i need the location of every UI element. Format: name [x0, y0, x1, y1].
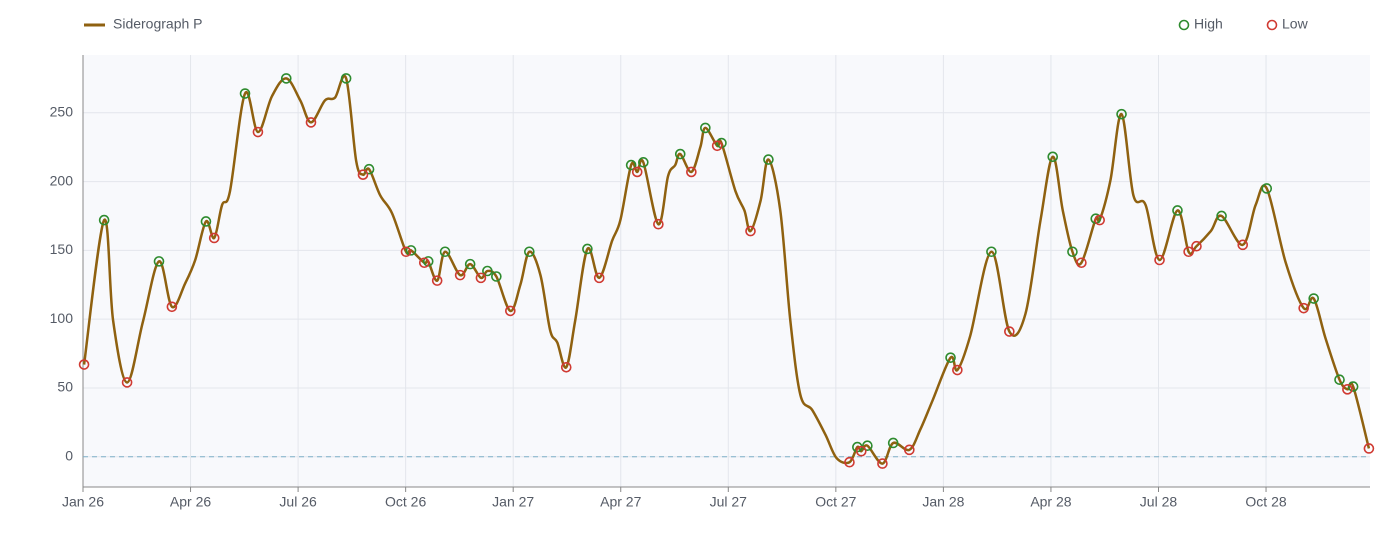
- point-marker: [855, 445, 867, 457]
- point-marker: [1216, 210, 1227, 222]
- legend-swatch: [1178, 19, 1190, 31]
- point-marker: [400, 246, 412, 258]
- point-marker: [1334, 374, 1345, 385]
- point-marker: [1308, 293, 1320, 304]
- point-marker: [280, 73, 292, 84]
- point-marker: [405, 245, 417, 256]
- point-marker: [363, 163, 375, 175]
- point-marker: [952, 364, 963, 376]
- point-marker: [1067, 246, 1078, 258]
- x-tick-label: Jul 26: [279, 494, 317, 510]
- y-tick-label: 100: [50, 310, 74, 326]
- y-tick-label: 250: [50, 103, 74, 119]
- x-tick-label: Jan 27: [492, 494, 534, 510]
- x-tick-label: Jul 28: [1140, 494, 1178, 510]
- point-marker: [153, 256, 165, 267]
- point-marker: [631, 166, 643, 178]
- point-marker: [1347, 381, 1359, 392]
- point-marker: [904, 444, 915, 456]
- point-marker: [439, 246, 451, 258]
- point-marker: [593, 272, 605, 284]
- point-marker: [1172, 205, 1183, 216]
- y-tick-label: 150: [50, 241, 74, 257]
- point-marker: [200, 216, 212, 227]
- point-marker: [1237, 239, 1249, 251]
- point-marker: [482, 265, 493, 277]
- point-marker: [887, 437, 899, 449]
- x-tick-label: Apr 26: [170, 494, 211, 510]
- y-tick-label: 200: [50, 172, 74, 188]
- point-marker: [638, 157, 649, 168]
- x-tick-label: Apr 28: [1030, 494, 1071, 510]
- point-marker: [653, 218, 664, 230]
- point-marker: [1076, 257, 1087, 269]
- point-marker: [877, 458, 888, 469]
- x-tick-label: Jan 28: [922, 494, 964, 510]
- x-tick-label: Oct 26: [385, 494, 426, 510]
- point-marker: [582, 243, 593, 255]
- point-marker: [844, 456, 855, 468]
- line: [82, 74, 1371, 465]
- point-marker: [475, 272, 487, 284]
- point-marker: [524, 246, 535, 258]
- point-marker: [431, 275, 443, 286]
- point-marker: [1363, 443, 1375, 454]
- point-marker: [1004, 326, 1015, 337]
- point-marker: [491, 271, 502, 282]
- point-marker: [239, 88, 251, 99]
- point-marker: [986, 246, 997, 258]
- plot-area: [83, 55, 1370, 487]
- point-marker: [252, 126, 264, 138]
- point-marker: [1116, 108, 1127, 120]
- point-marker: [418, 257, 430, 269]
- point-marker: [1094, 214, 1105, 226]
- point-marker: [166, 301, 178, 313]
- point-marker: [1191, 240, 1202, 252]
- point-marker: [560, 362, 572, 373]
- point-marker: [78, 359, 90, 370]
- point-marker: [625, 159, 637, 171]
- x-tick-label: Apr 27: [600, 494, 641, 510]
- point-marker: [208, 232, 220, 244]
- point-marker: [1047, 151, 1059, 163]
- point-marker: [686, 166, 697, 178]
- point-marker: [700, 122, 711, 134]
- point-marker: [454, 269, 466, 281]
- point-marker: [464, 258, 476, 270]
- point-marker: [505, 305, 516, 317]
- legend-swatch: [1266, 19, 1278, 31]
- point-marker: [745, 225, 756, 237]
- x-tick-label: Jan 26: [62, 494, 104, 510]
- point-marker: [1342, 384, 1353, 395]
- legend-label: Low: [1282, 16, 1309, 32]
- point-marker: [357, 169, 369, 180]
- y-tick-label: 0: [65, 447, 73, 463]
- legend-label: High: [1194, 16, 1223, 32]
- point-marker: [98, 214, 110, 226]
- y-tick-label: 50: [57, 379, 73, 395]
- point-marker: [1298, 302, 1309, 314]
- point-marker: [763, 154, 774, 165]
- point-marker: [945, 352, 956, 363]
- x-tick-label: Jul 27: [710, 494, 748, 510]
- point-marker: [1154, 254, 1165, 266]
- point-marker: [340, 73, 352, 84]
- point-marker: [1261, 183, 1273, 194]
- x-tick-label: Oct 28: [1245, 494, 1286, 510]
- point-marker: [1183, 246, 1194, 258]
- point-marker: [862, 440, 873, 452]
- point-marker: [305, 117, 317, 128]
- point-marker: [674, 148, 686, 160]
- x-tick-label: Oct 27: [815, 494, 856, 510]
- point-marker: [121, 377, 133, 388]
- point-marker: [711, 140, 723, 152]
- legend-label: Siderograph P: [113, 16, 203, 32]
